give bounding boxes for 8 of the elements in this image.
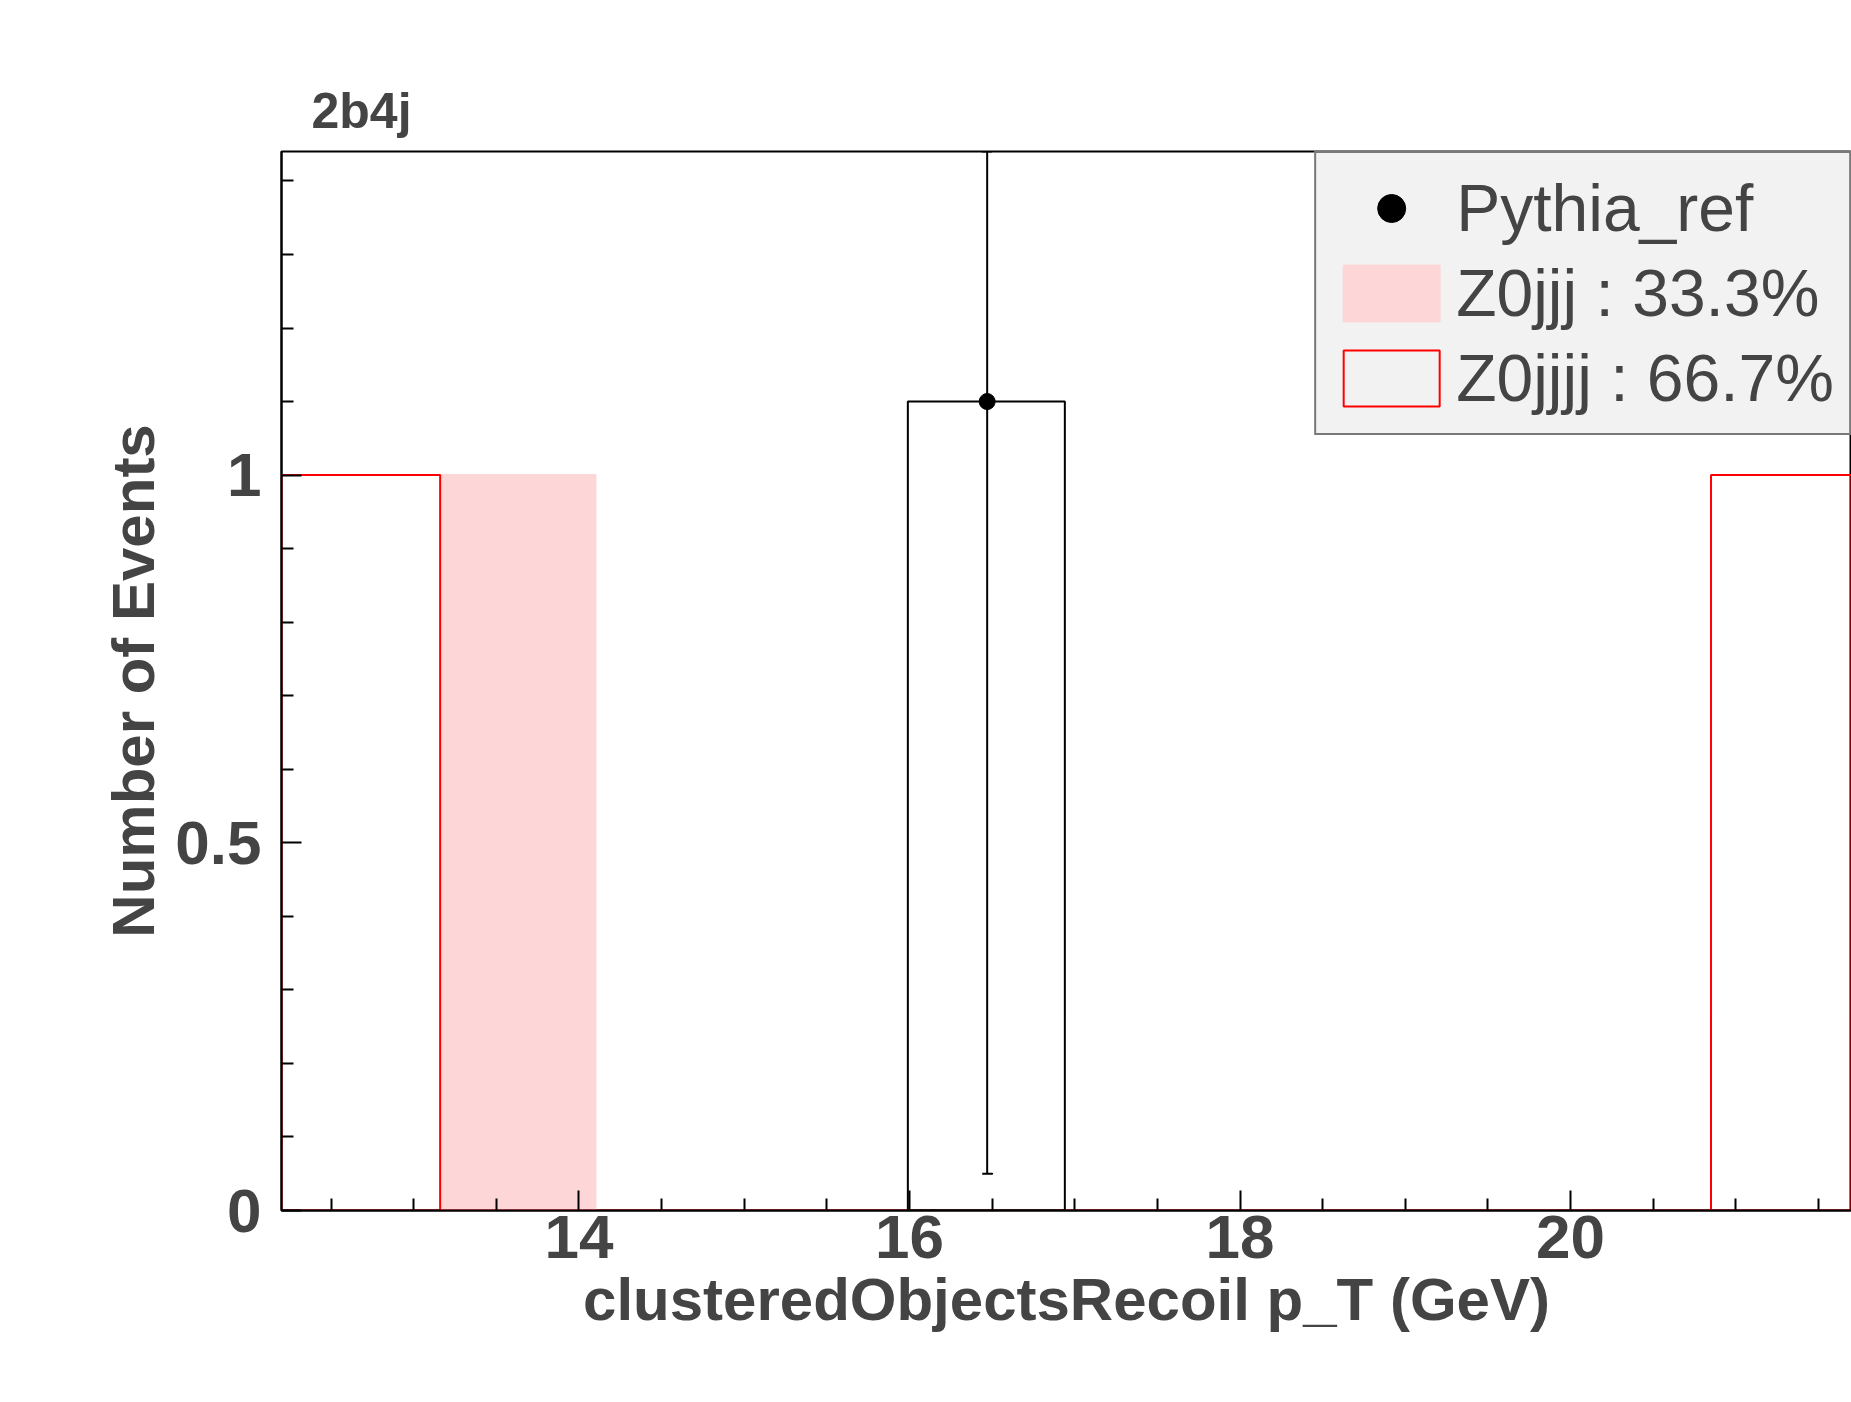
y-tick-label: 1 <box>227 440 262 510</box>
legend-label: Z0jjj : 33.3% <box>1456 255 1820 332</box>
legend-label: Z0jjjj : 66.7% <box>1456 340 1834 417</box>
y-tick-label: 0 <box>227 1175 262 1245</box>
legend-label: Pythia_ref <box>1456 170 1754 247</box>
y-tick-label: 0.5 <box>175 807 262 877</box>
y-axis-title: Number of Events <box>100 424 168 938</box>
chart-title: 2b4j <box>311 83 412 139</box>
